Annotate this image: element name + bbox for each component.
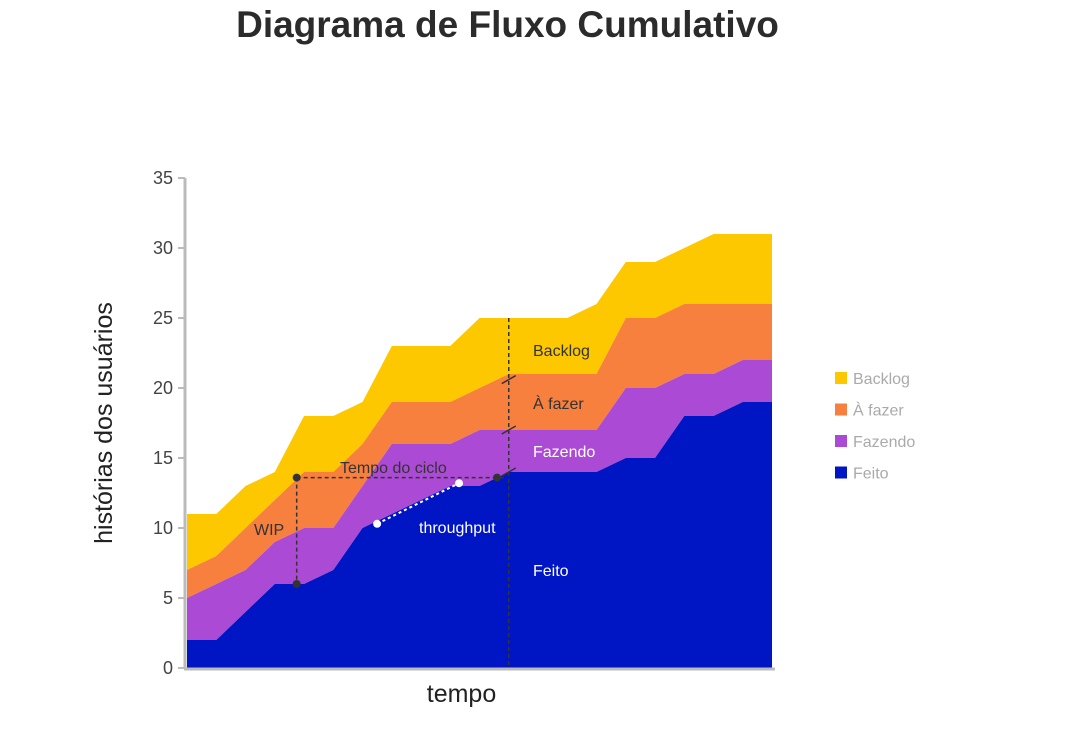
y-tick-label: 0: [163, 658, 173, 678]
throughput-dot: [455, 479, 464, 488]
legend-label: Fazendo: [853, 434, 915, 451]
legend-item-backlog: Backlog: [835, 371, 910, 388]
boundary-mark: [501, 425, 517, 435]
legend-label: À fazer: [853, 401, 904, 420]
wip-label: WIP: [254, 522, 284, 539]
legend-swatch: [835, 435, 847, 447]
annotation-dot: [292, 580, 301, 588]
throughput-dot: [373, 519, 382, 528]
legend-label: Backlog: [853, 371, 910, 388]
todo-area-label: À fazer: [533, 394, 584, 413]
area-feito: [187, 402, 772, 668]
cycle-time-label: Tempo do ciclo: [340, 460, 447, 477]
y-tick-label: 30: [153, 238, 173, 258]
legend-swatch: [835, 403, 847, 416]
x-axis-label: tempo: [427, 680, 496, 708]
backlog-area-label: Backlog: [533, 343, 590, 360]
area-fazendo: [187, 360, 772, 640]
throughput-label: throughput: [419, 520, 496, 537]
legend: Backlog À fazer Fazendo Feito: [835, 371, 915, 483]
doing-area-label: Fazendo: [533, 444, 595, 461]
y-tick-label: 5: [163, 588, 173, 608]
y-tick-label: 25: [153, 308, 173, 328]
annotations: WIP Tempo do ciclo throughput Backlog À faze…: [254, 318, 595, 668]
axes: 0 5 10 15 20 25 30 35 tempo histórias dos usuário…: [90, 168, 775, 708]
legend-item-feito: Feito: [835, 466, 889, 483]
chart-title: Diagrama de Fluxo Cumulativo: [236, 4, 779, 45]
boundary-mark: [501, 467, 517, 477]
boundary-mark: [501, 374, 517, 385]
legend-item-fazendo: Fazendo: [835, 434, 915, 451]
area-layers: [187, 234, 772, 668]
annotation-dot: [292, 473, 301, 482]
legend-swatch: [835, 466, 847, 479]
y-tick-label: 35: [153, 168, 173, 188]
legend-label: Feito: [853, 466, 889, 483]
legend-swatch: [835, 372, 847, 384]
y-tick-label: 10: [153, 518, 173, 538]
annotation-dot: [493, 473, 502, 482]
y-tick-label: 15: [153, 448, 173, 468]
y-axis-label: histórias dos usuários: [90, 302, 118, 544]
done-area-label: Feito: [533, 563, 569, 580]
y-tick-label: 20: [153, 378, 173, 398]
legend-item-a-fazer: À fazer: [835, 401, 904, 420]
area-a-fazer: [187, 304, 772, 598]
area-backlog: [187, 234, 772, 570]
